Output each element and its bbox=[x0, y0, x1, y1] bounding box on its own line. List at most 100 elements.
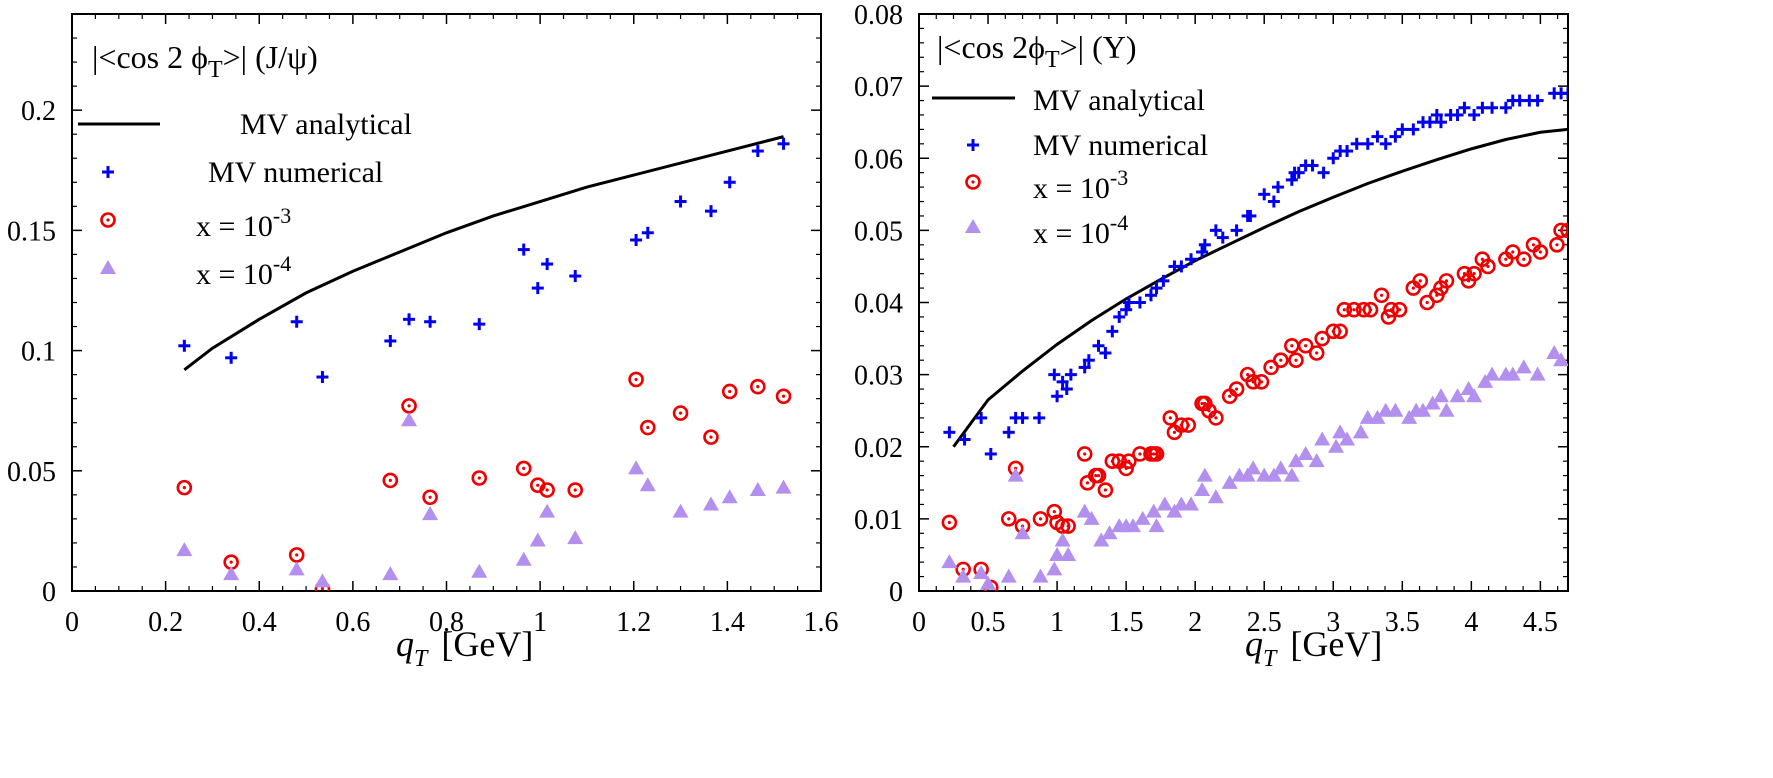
point-x4 bbox=[1125, 518, 1142, 533]
point-x4 bbox=[1369, 409, 1386, 424]
point-x4 bbox=[721, 489, 738, 504]
plot-area bbox=[941, 87, 1568, 591]
point-x4 bbox=[1046, 561, 1063, 576]
legend-label-numerical: MV numerical bbox=[1033, 129, 1208, 162]
x-tick-label: 0.2 bbox=[148, 607, 183, 638]
point-numerical bbox=[1531, 94, 1544, 107]
point-numerical bbox=[1144, 289, 1157, 302]
point-numerical bbox=[1292, 166, 1305, 179]
point-x4 bbox=[401, 412, 418, 427]
point-x3 bbox=[1560, 222, 1568, 239]
point-numerical bbox=[316, 371, 329, 384]
upsilon-panel: 0 0.5 1 1.5 2 2.5 3 3.5 4 4.5 0 0.01 0.02 0.03 0.04 0.0… bbox=[854, 0, 1569, 672]
point-numerical bbox=[1258, 188, 1271, 201]
point-x4 bbox=[1387, 402, 1404, 417]
point-x4 bbox=[1504, 366, 1521, 381]
point-x4 bbox=[1314, 431, 1331, 446]
y-tick-label: 0.1 bbox=[21, 337, 56, 368]
point-x4 bbox=[1049, 546, 1066, 561]
point-numerical bbox=[1216, 231, 1229, 244]
point-numerical bbox=[1244, 209, 1257, 222]
panel-title: |<cos 2 ϕT>| (J/ψ) bbox=[92, 39, 318, 83]
point-x4 bbox=[1239, 467, 1256, 482]
point-numerical bbox=[1209, 224, 1222, 237]
point-numerical bbox=[541, 258, 554, 271]
point-x4 bbox=[749, 482, 766, 497]
point-numerical bbox=[1092, 339, 1105, 352]
point-x4 bbox=[1196, 467, 1213, 482]
panel-title-sub: T bbox=[208, 57, 223, 83]
y-tick-label: 0.01 bbox=[854, 505, 903, 536]
point-numerical bbox=[1064, 368, 1077, 381]
plot-frame bbox=[918, 13, 1569, 592]
point-x4 bbox=[1076, 503, 1093, 518]
point-x4 bbox=[1352, 424, 1369, 439]
point-numerical bbox=[1099, 346, 1112, 359]
y-tick-label: 0.04 bbox=[854, 289, 903, 320]
point-numerical bbox=[1033, 411, 1046, 424]
point-x3 bbox=[1032, 511, 1049, 527]
point-numerical bbox=[1082, 354, 1095, 367]
point-x3 bbox=[1336, 301, 1353, 318]
point-x4 bbox=[1032, 568, 1049, 583]
point-x3 bbox=[1121, 453, 1137, 469]
point-x4 bbox=[1194, 482, 1211, 497]
legend-marker-numerical bbox=[102, 166, 114, 178]
point-x4 bbox=[539, 503, 556, 518]
y-tick-label: 0.2 bbox=[21, 96, 56, 127]
point-numerical bbox=[1051, 390, 1064, 403]
x-tick-label: 2 bbox=[1188, 607, 1202, 638]
point-x4 bbox=[1449, 388, 1466, 403]
point-x4 bbox=[223, 566, 240, 581]
legend-label-x4-base: x = 10 bbox=[1033, 217, 1110, 250]
point-x4 bbox=[1339, 431, 1356, 446]
point-x4 bbox=[1529, 366, 1546, 381]
point-x3 bbox=[1391, 301, 1408, 318]
point-numerical bbox=[1122, 296, 1135, 309]
point-numerical bbox=[1060, 383, 1073, 396]
x-axis-title: qT [GeV] bbox=[1245, 624, 1382, 672]
legend-marker-x4 bbox=[965, 219, 981, 233]
point-x4 bbox=[515, 551, 532, 566]
point-x4 bbox=[1134, 510, 1151, 525]
point-numerical bbox=[723, 176, 736, 189]
point-x3 bbox=[639, 419, 656, 436]
panel-title: |<cos 2ϕT>| (Υ) bbox=[937, 29, 1137, 73]
point-numerical bbox=[290, 315, 303, 328]
y-tick-label: 0 bbox=[42, 577, 56, 608]
point-x4 bbox=[1283, 467, 1300, 482]
point-numerical bbox=[1198, 238, 1211, 251]
y-tick-label: 0.05 bbox=[7, 457, 56, 488]
legend-marker-numerical bbox=[967, 139, 979, 151]
point-x3 bbox=[1228, 381, 1245, 397]
point-x4 bbox=[1060, 546, 1077, 561]
point-numerical bbox=[1327, 152, 1340, 165]
panel-title-prefix: |<cos 2ϕ bbox=[937, 29, 1045, 65]
point-x4 bbox=[1000, 568, 1017, 583]
point-x3 bbox=[1412, 273, 1429, 289]
point-numerical bbox=[424, 315, 437, 328]
x-axis-title-sub: T bbox=[1263, 646, 1278, 672]
panel-title-prefix: |<cos 2 ϕ bbox=[92, 39, 208, 75]
legend-label-x3-exp: -3 bbox=[273, 203, 291, 228]
x-tick-label: 4.5 bbox=[1523, 607, 1558, 638]
point-x3 bbox=[1308, 345, 1325, 361]
legend-marker-x3 bbox=[100, 212, 116, 228]
y-tick-label: 0.07 bbox=[854, 72, 903, 103]
legend-label-x4: x = 10-4 bbox=[196, 251, 291, 291]
point-x3 bbox=[1272, 352, 1289, 369]
point-x3 bbox=[422, 489, 438, 506]
point-numerical bbox=[1113, 310, 1126, 323]
point-x4 bbox=[567, 530, 584, 545]
point-x4 bbox=[1515, 359, 1532, 374]
point-numerical bbox=[1486, 101, 1499, 114]
point-x4 bbox=[1245, 460, 1262, 475]
jpsi-panel: 0 0.2 0.4 0.6 0.8 1 1.2 1.4 1.600.050.10.150.2qT… bbox=[7, 13, 839, 672]
point-x3 bbox=[401, 398, 417, 414]
y-tick-label: 0.15 bbox=[7, 216, 56, 247]
legend-marker-x3 bbox=[965, 174, 981, 190]
x-axis-title-sub: T bbox=[414, 646, 429, 672]
point-x3 bbox=[1288, 352, 1304, 369]
series-line-analytical bbox=[952, 127, 1568, 448]
point-x3 bbox=[1263, 359, 1279, 376]
